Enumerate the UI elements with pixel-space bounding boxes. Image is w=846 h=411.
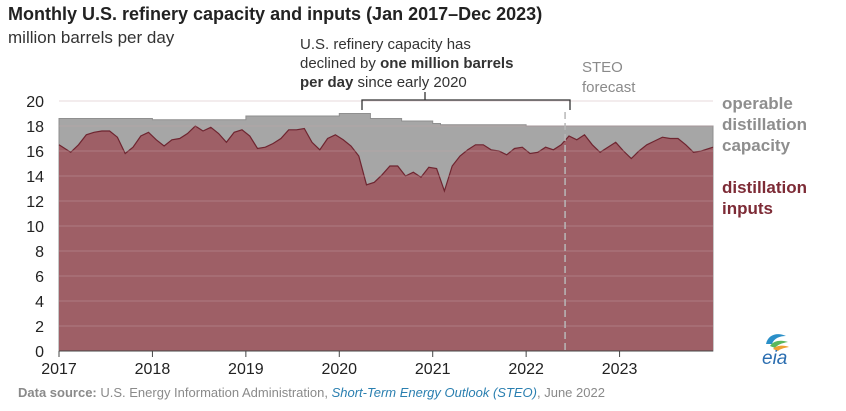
chart-subtitle: million barrels per day	[8, 28, 175, 47]
x-tick-label-2017: 2017	[41, 361, 77, 378]
x-tick-label-2022: 2022	[508, 361, 544, 378]
legend-capacity-line-2: distillation	[722, 115, 807, 134]
legend-inputs-line-1: distillation	[722, 178, 807, 197]
y-tick-label-4: 4	[35, 294, 44, 311]
source-label: Data source:	[18, 385, 97, 400]
annotation-bracket	[361, 92, 571, 110]
annotation-line-3: per day since early 2020	[300, 74, 467, 91]
y-tick-label-12: 12	[26, 194, 44, 211]
forecast-label-line-1: STEO	[582, 59, 623, 76]
annotation-line-1: U.S. refinery capacity has	[300, 36, 471, 53]
y-tick-label-18: 18	[26, 119, 44, 136]
eia-logo: eia	[762, 334, 789, 369]
y-tick-label-6: 6	[35, 269, 44, 286]
source-link[interactable]: Short-Term Energy Outlook (STEO)	[331, 385, 537, 400]
source-text-2: , June 2022	[537, 385, 605, 400]
x-tick-label-2020: 2020	[321, 361, 357, 378]
y-tick-label-10: 10	[26, 219, 44, 236]
x-tick-label-2021: 2021	[415, 361, 451, 378]
data-source-note: Data source: U.S. Energy Information Adm…	[18, 385, 605, 400]
y-tick-label-16: 16	[26, 144, 44, 161]
y-tick-label-14: 14	[26, 169, 44, 186]
source-text-1: U.S. Energy Information Administration,	[96, 385, 332, 400]
inputs-area	[59, 126, 713, 351]
eia-logo-text: eia	[762, 348, 787, 369]
inputs-line	[58, 125, 714, 193]
y-tick-label-2: 2	[35, 319, 44, 336]
y-tick-label-8: 8	[35, 244, 44, 261]
forecast-label-line-2: forecast	[582, 79, 636, 96]
legend-capacity-line-1: operable	[722, 94, 793, 113]
annotation-line-2: declined by one million barrels	[300, 55, 513, 72]
chart-title: Monthly U.S. refinery capacity and input…	[8, 4, 543, 24]
y-tick-label-0: 0	[35, 344, 44, 361]
legend-inputs-line-2: inputs	[722, 199, 773, 218]
legend-capacity-line-3: capacity	[722, 136, 791, 155]
x-tick-label-2023: 2023	[602, 361, 638, 378]
x-tick-label-2018: 2018	[135, 361, 171, 378]
y-tick-label-20: 20	[26, 94, 44, 111]
x-tick-label-2019: 2019	[228, 361, 264, 378]
